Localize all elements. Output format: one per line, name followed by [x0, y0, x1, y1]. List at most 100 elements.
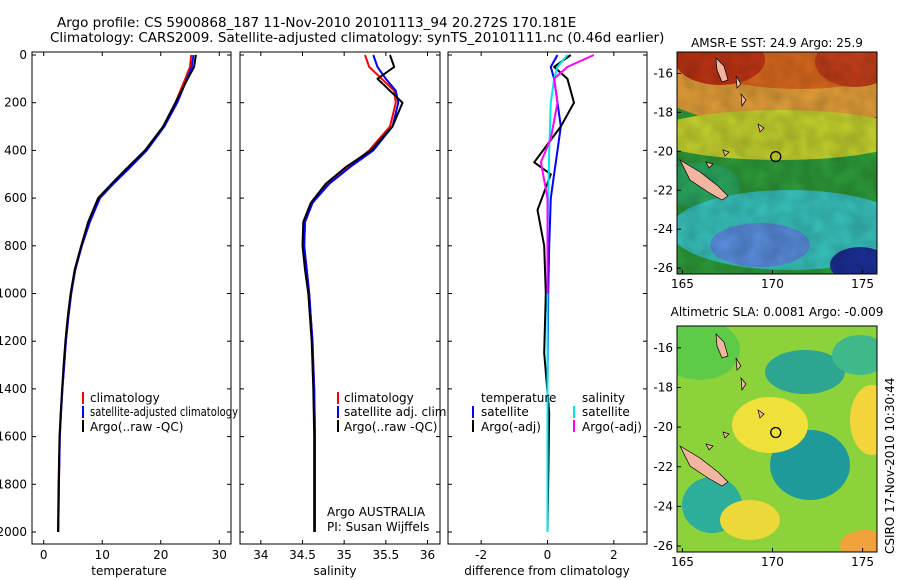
map-y-tick-label: -22 — [653, 183, 673, 197]
temperature-axes-frame — [31, 51, 232, 545]
y-tick-label: 2000 — [0, 525, 27, 539]
map-y-tick-label: -16 — [653, 66, 673, 80]
series-line-argo-raw-qc — [301, 54, 404, 532]
map-y-tick-label: -18 — [653, 105, 673, 119]
sla-map-ticks: 165 170 175 -16 -18 -20 -22 -24 -26 — [653, 341, 874, 569]
legend-title-salinity: salinity — [582, 391, 625, 405]
credit-pi: PI: Susan Wijffels — [327, 520, 429, 534]
x-tick-label: 34 — [253, 548, 268, 562]
sla-yellow-south — [720, 500, 780, 540]
x-tick-label: 10 — [95, 548, 110, 562]
header-line-1: Argo profile: CS 5900868_187 11-Nov-2010… — [57, 15, 576, 31]
sla-cyan-north — [765, 350, 845, 394]
x-tick-label: 35 — [337, 548, 352, 562]
side-timestamp: CSIRO 17-Nov-2010 10:30:44 — [883, 378, 897, 554]
map-x-tick-label: 165 — [671, 277, 694, 291]
difference-xlabel: difference from climatology — [464, 564, 630, 578]
sla-loyalty-islands — [705, 443, 714, 451]
sst-map-title: AMSR-E SST: 24.9 Argo: 25.9 — [691, 36, 863, 50]
sla-field — [677, 326, 877, 552]
salinity-ticks: 34 34.5 35 35.5 36 — [240, 52, 440, 562]
map-y-tick-label: -20 — [653, 420, 673, 434]
legend-label-satellite: satellite-adjusted climatology — [90, 405, 238, 419]
sla-yellow-center — [732, 397, 808, 453]
sst-field — [677, 52, 877, 274]
sst-island — [757, 123, 765, 133]
legend-label-temp-satellite: satellite — [481, 405, 529, 419]
float-position-marker — [770, 150, 782, 163]
temperature-ticks: 0 200 400 600 800 1000 1200 1400 1600 1800 2000 0 10… — [0, 48, 231, 562]
difference-ticks: -2 0 2 — [448, 52, 647, 562]
legend-label-climatology: climatology — [90, 391, 160, 405]
map-x-tick-label: 170 — [761, 555, 784, 569]
y-tick-label: 200 — [4, 96, 27, 110]
series-line-salinity-satellite — [546, 54, 569, 532]
sla-map-frame — [676, 325, 878, 553]
map-y-tick-label: -26 — [653, 539, 673, 553]
salinity-legend: climatology satellite adj. clim. Argo(..… — [337, 391, 450, 434]
sla-green-nw — [677, 326, 740, 380]
series-line-argo-raw-qc — [57, 54, 197, 533]
sst-vanuatu-north — [715, 57, 729, 83]
legend-label-climatology: climatology — [344, 391, 414, 405]
series-line-temperature-argo-adj — [533, 54, 575, 533]
x-tick-label: 2 — [610, 548, 618, 562]
sst-vanuatu-island — [735, 75, 742, 89]
map-y-tick-label: -18 — [653, 380, 673, 394]
y-tick-label: 1000 — [0, 287, 27, 301]
difference-panel: -2 0 2 difference from climatology tempera… — [447, 51, 648, 578]
difference-lines — [533, 54, 595, 533]
sla-vanuatu-north — [715, 333, 729, 359]
sst-new-caledonia — [679, 159, 729, 201]
sla-map-title: Altimetric SLA: 0.0081 Argo: -0.009 — [671, 305, 884, 319]
temperature-legend: climatology satellite-adjusted climatolo… — [82, 391, 238, 434]
sla-yellow-east — [850, 385, 877, 455]
salinity-axes-frame — [239, 51, 441, 545]
y-tick-label: 400 — [4, 143, 27, 157]
map-x-tick-label: 170 — [761, 277, 784, 291]
salinity-xlabel: salinity — [313, 564, 356, 578]
legend-label-temp-argo: Argo(-adj) — [481, 420, 541, 434]
sst-map-ticks: 165 170 175 -16 -18 -20 -22 -24 -26 — [653, 66, 874, 291]
sla-new-caledonia — [679, 445, 729, 487]
x-tick-label: 0 — [544, 548, 552, 562]
sla-vanuatu-island — [735, 357, 742, 371]
salinity-lines — [301, 54, 404, 532]
y-tick-label: 600 — [4, 191, 27, 205]
sla-map: Altimetric SLA: 0.0081 Argo: -0.009 165 1… — [653, 305, 884, 569]
sla-teal-ne — [832, 335, 877, 375]
sst-islet — [722, 149, 730, 157]
x-tick-label: 35.5 — [372, 548, 399, 562]
map-y-tick-label: -16 — [653, 341, 673, 355]
difference-legend: temperature satellite Argo(-adj) salinit… — [472, 391, 642, 434]
legend-title-temperature: temperature — [481, 391, 556, 405]
legend-label-satellite: satellite adj. clim. — [344, 405, 450, 419]
map-x-tick-label: 165 — [671, 555, 694, 569]
x-tick-label: 36 — [420, 548, 435, 562]
temperature-panel: 0 200 400 600 800 1000 1200 1400 1600 1800 2000 0 10… — [0, 48, 238, 578]
sst-vanuatu-south — [740, 92, 747, 108]
sst-map-frame — [676, 51, 878, 275]
y-tick-label: 800 — [4, 239, 27, 253]
salinity-panel: 34 34.5 35 35.5 36 salinity climatology sate… — [239, 51, 450, 578]
sst-map: AMSR-E SST: 24.9 Argo: 25.9 165 170 175 -16… — [653, 36, 878, 291]
map-y-tick-label: -20 — [653, 144, 673, 158]
y-tick-label: 0 — [19, 48, 27, 62]
legend-label-argo: Argo(..raw -QC) — [90, 420, 183, 434]
legend-label-sal-argo: Argo(-adj) — [582, 420, 642, 434]
y-tick-label: 1400 — [0, 382, 27, 396]
map-y-tick-label: -24 — [653, 222, 673, 236]
sst-loyalty-islands — [705, 161, 714, 169]
y-tick-label: 1200 — [0, 334, 27, 348]
temperature-xlabel: temperature — [91, 564, 166, 578]
sla-orange-se — [840, 530, 877, 552]
y-tick-label: 1600 — [0, 430, 27, 444]
y-tick-label: 1800 — [0, 477, 27, 491]
map-y-tick-label: -24 — [653, 499, 673, 513]
series-line-salinity-argo-adj — [539, 54, 595, 294]
x-tick-label: -2 — [475, 548, 487, 562]
x-tick-label: 34.5 — [289, 548, 316, 562]
x-tick-label: 0 — [40, 548, 48, 562]
map-x-tick-label: 175 — [851, 555, 874, 569]
